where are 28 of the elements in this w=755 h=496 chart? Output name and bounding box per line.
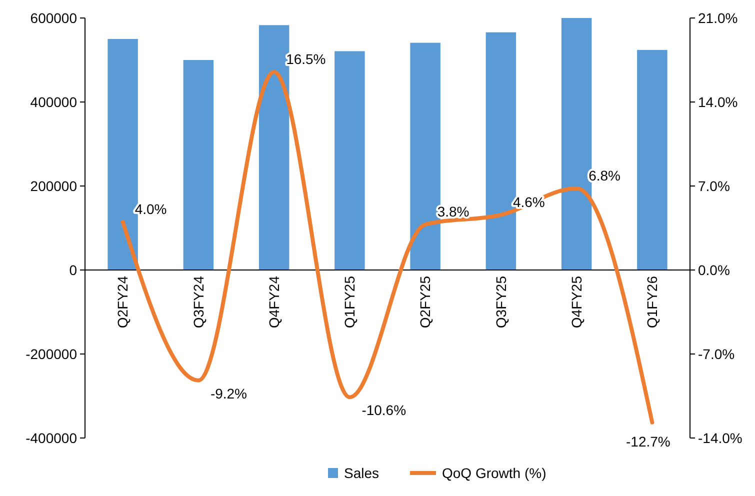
y2-tick-label: 7.0% bbox=[698, 178, 730, 194]
x-tick-label: Q2FY24 bbox=[114, 276, 131, 328]
y2-tick-label: -14.0% bbox=[698, 430, 742, 446]
bar bbox=[183, 60, 214, 270]
legend-label: QoQ Growth (%) bbox=[442, 464, 546, 481]
y-tick-label: -400000 bbox=[26, 430, 78, 446]
x-tick-label: Q4FY24 bbox=[266, 276, 282, 328]
y-tick-label: 600000 bbox=[30, 10, 78, 26]
y-tick-label: 400000 bbox=[30, 94, 78, 110]
y2-tick-label: 14.0% bbox=[698, 94, 738, 110]
y-tick-label: 0 bbox=[69, 262, 78, 278]
x-tick-label: Q4FY25 bbox=[568, 276, 584, 328]
data-label: -9.2% bbox=[210, 385, 248, 402]
data-label: -12.7% bbox=[626, 433, 670, 450]
legend-label: Sales bbox=[344, 464, 380, 481]
y2-tick-label: 0.0% bbox=[698, 262, 730, 278]
y2-tick-label: 21.0% bbox=[698, 10, 738, 26]
data-label: -10.6% bbox=[362, 402, 406, 418]
x-tick-label: Q2FY25 bbox=[417, 276, 434, 328]
x-tick-label: Q1FY26 bbox=[644, 276, 660, 328]
y-tick-label: 200000 bbox=[30, 178, 78, 194]
y2-tick-label: -7.0% bbox=[698, 346, 735, 362]
x-tick-label: Q3FY24 bbox=[190, 276, 206, 328]
bar bbox=[637, 50, 668, 270]
x-tick-label: Q1FY25 bbox=[342, 276, 358, 328]
y-tick-label: -200000 bbox=[26, 346, 78, 362]
bar bbox=[334, 51, 365, 270]
x-tick-label: Q3FY25 bbox=[492, 276, 509, 328]
